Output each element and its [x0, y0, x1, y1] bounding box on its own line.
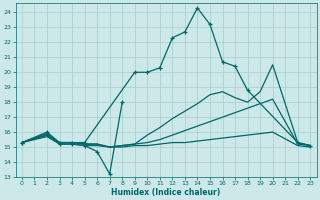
X-axis label: Humidex (Indice chaleur): Humidex (Indice chaleur) — [111, 188, 221, 197]
